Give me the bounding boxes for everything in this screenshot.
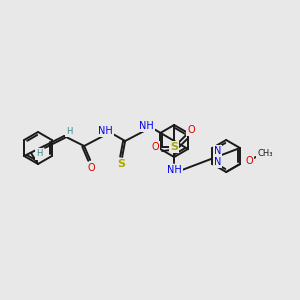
Text: O: O	[187, 125, 195, 135]
Text: O: O	[151, 142, 159, 152]
Text: H: H	[36, 149, 42, 158]
Text: S: S	[170, 142, 178, 152]
Text: N: N	[214, 157, 221, 167]
Text: O: O	[87, 163, 95, 173]
Text: H: H	[66, 127, 72, 136]
Text: NH: NH	[139, 121, 154, 131]
Text: NH: NH	[98, 126, 112, 136]
Text: CH₃: CH₃	[257, 149, 273, 158]
Text: NH: NH	[167, 165, 182, 175]
Text: N: N	[214, 146, 221, 156]
Text: O: O	[245, 156, 253, 166]
Text: S: S	[117, 159, 125, 169]
